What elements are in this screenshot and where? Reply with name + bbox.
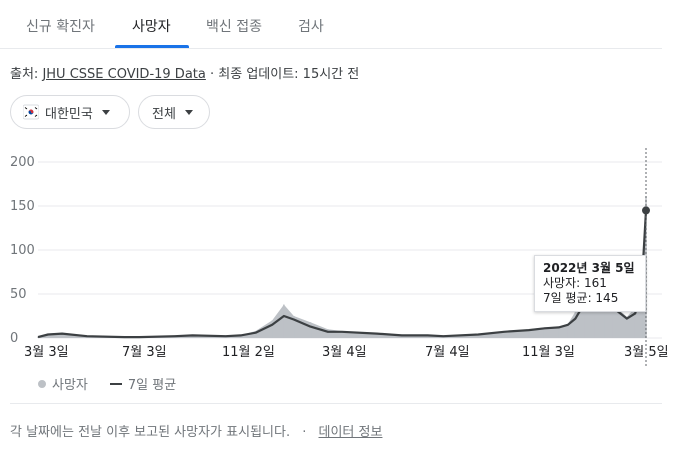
footnote: 각 날짜에는 전날 이후 보고된 사망자가 표시됩니다. · 데이터 정보 <box>10 421 382 440</box>
tooltip-date: 2022년 3월 5일 <box>543 261 635 275</box>
source-prefix: 출처: <box>10 67 43 82</box>
data-info-link[interactable]: 데이터 정보 <box>318 425 383 440</box>
tab-new-cases[interactable]: 신규 확진자 <box>26 19 95 35</box>
x-tick-label: 11월 2일 <box>222 345 275 360</box>
hover-point <box>642 206 650 215</box>
country-dropdown[interactable]: 대한민국 <box>10 95 130 129</box>
scope-label: 전체 <box>152 106 176 122</box>
average-legend-label: 7일 평균 <box>127 378 177 393</box>
average-legend-swatch <box>109 382 122 385</box>
chevron-down-icon <box>101 109 110 115</box>
last-updated: 최종 업데이트: 15시간 전 <box>218 67 360 82</box>
country-label: 대한민국 <box>45 106 93 122</box>
deaths-legend-label: 사망자 <box>52 378 88 393</box>
x-tick-label: 7월 4일 <box>425 345 470 360</box>
deaths-legend-swatch <box>38 379 46 388</box>
y-tick-label: 50 <box>10 287 27 302</box>
y-tick-label: 200 <box>10 155 35 170</box>
divider <box>10 403 662 404</box>
chevron-down-icon <box>184 109 193 115</box>
footnote-text: 각 날짜에는 전날 이후 보고된 사망자가 표시됩니다. <box>10 425 291 440</box>
y-axis-labels: 0 50 100 150 200 <box>10 155 35 346</box>
x-tick-label: 7월 3일 <box>122 345 167 360</box>
daily-deaths-area <box>38 196 646 338</box>
active-tab-indicator <box>115 45 189 48</box>
tab-vaccination[interactable]: 백신 접종 <box>206 19 262 35</box>
korea-flag-icon <box>23 104 39 120</box>
chart-tooltip: 2022년 3월 5일 사망자: 161 7일 평균: 145 <box>534 255 646 312</box>
x-axis-labels: 3월 3일 7월 3일 11월 2일 3월 4일 7월 4일 11월 3일 3월 5일 <box>24 345 669 360</box>
x-tick-label: 3월 4일 <box>322 345 367 360</box>
tooltip-average: 7일 평균: 145 <box>543 291 619 305</box>
deaths-chart[interactable]: 0 50 100 150 200 3월 3일 7월 3일 11월 2일 3월 4일 7월 4일 1… <box>0 140 697 370</box>
tab-bar: 신규 확진자 사망자 백신 접종 검사 <box>0 0 662 49</box>
source-line: 출처: JHU CSSE COVID-19 Data · 최종 업데이트: 15… <box>10 63 359 82</box>
x-tick-label: 11월 3일 <box>522 345 575 360</box>
y-tick-label: 150 <box>10 199 35 214</box>
y-tick-label: 0 <box>10 331 18 346</box>
chart-legend: 사망자 7일 평균 <box>38 374 176 393</box>
source-link[interactable]: JHU CSSE COVID-19 Data <box>42 67 206 82</box>
tab-tests[interactable]: 검사 <box>298 19 324 35</box>
footnote-separator: · <box>302 425 307 440</box>
x-tick-label: 3월 5일 <box>624 345 669 360</box>
y-tick-label: 100 <box>10 243 35 258</box>
x-tick-label: 3월 3일 <box>24 345 69 360</box>
scope-dropdown[interactable]: 전체 <box>138 95 210 129</box>
source-separator: · <box>205 67 219 82</box>
tab-deaths[interactable]: 사망자 <box>132 19 171 35</box>
tooltip-deaths: 사망자: 161 <box>543 276 607 290</box>
